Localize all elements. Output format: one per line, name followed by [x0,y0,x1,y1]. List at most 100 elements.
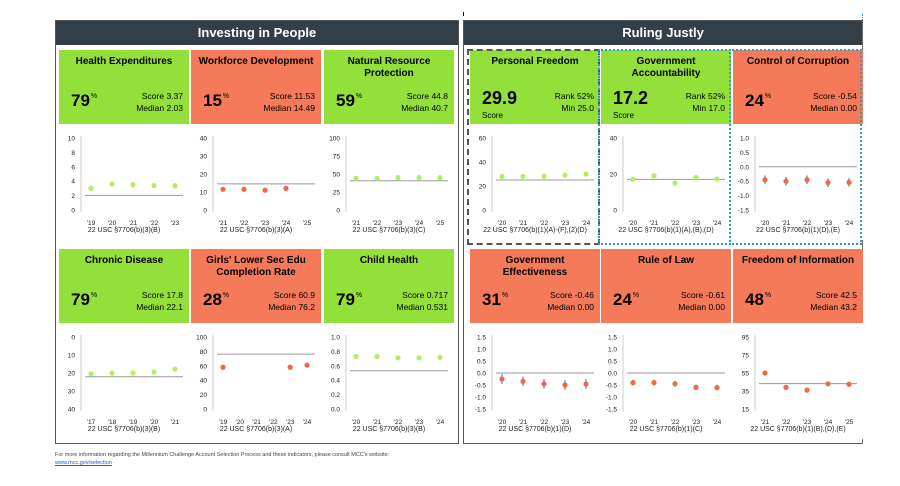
data-point [88,371,94,377]
percentile-number: 28 [203,290,222,309]
x-tick-label: '20 [761,220,770,227]
median-label: Median 0.00 [678,302,725,312]
percent-sign: % [222,292,230,299]
statute-citation: 22 USC §7706(b)(3)(A) [219,227,293,234]
data-point [374,353,380,360]
data-point [88,185,94,191]
card-header: Personal Freedom 29.9 Score Rank 52% Min 25.… [470,50,600,124]
section-title-ruling: Ruling Justly [464,21,862,45]
x-tick-label: '21 [171,419,180,426]
y-tick-label: 40 [200,378,208,385]
score-value: 17.2 [613,88,649,108]
x-tick-label: '24 [582,419,591,426]
y-tick-label: 0 [203,407,207,414]
x-tick-label: '21 [761,419,770,426]
card-header: Rule of Law 24% Score -0.61 Median 0.00 [601,249,731,323]
card-header: Child Health 79% Score 0.717 Median 0.531 [324,249,454,323]
x-tick-label: '22 [782,419,791,426]
x-tick-label: '21 [373,419,382,426]
statute-citation: 22 USC §7706(b)(3)(B) [87,227,161,234]
y-tick-label: 55 [742,371,750,378]
indicator-card: Personal Freedom 29.9 Score Rank 52% Min 25.… [470,50,600,240]
data-point [416,175,422,181]
y-tick-label: 20 [479,184,487,191]
percent-sign: % [501,292,509,299]
data-point [630,380,636,386]
percentile-value: 24% [745,91,771,111]
score-label: Score -0.46 [550,290,594,300]
indicator-title: Girls' Lower Sec Edu Completion Rate [206,255,306,278]
x-tick-label: '21 [219,220,228,227]
y-tick-label: 1.0 [608,347,617,354]
y-tick-label: 1.0 [331,335,340,342]
x-tick-label: '22 [240,220,249,227]
x-tick-label: '23 [692,419,701,426]
trend-chart: 0 10 20 30 40 '21 '22 '23 '24 '25 [200,136,315,227]
x-tick-label: '17 [87,419,96,426]
data-point [172,366,178,372]
score-label: Score 11.53 [269,91,315,101]
y-tick-label: 0.0 [608,371,617,378]
x-tick-label: '23 [824,220,833,227]
median-label: Median 22.1 [136,302,183,312]
data-point [541,381,547,387]
x-tick-label: '21 [519,419,528,426]
score-median-block: Rank 52% Min 25.0 [555,90,594,114]
footer-link[interactable]: www.mcc.gov/selection [55,460,112,466]
data-point [353,353,359,360]
corner-tick [463,12,464,16]
card-header: Chronic Disease 79% Score 17.8 Median 22.1 [59,249,189,323]
y-tick-label: 25 [333,190,341,197]
trend-chart: 95 75 55 35 15 '21 '22 '23 '24 '25 [742,335,857,426]
y-tick-label: -0.5 [606,383,618,390]
data-point [804,177,810,183]
statute-citation: 22 USC §7706(b)(1)(C) [629,426,703,433]
x-tick-label: '23 [561,220,570,227]
data-point [374,175,380,181]
x-tick-label: '23 [261,220,270,227]
score-median-block: Score 42.5 Median 43.2 [810,289,857,313]
x-tick-label: '21 [650,419,659,426]
y-tick-label: 0 [613,208,617,215]
trend-chart: 0.0 0.2 0.4 0.6 0.8 1.0 '20 '21 '22 '23 '24 [331,335,448,426]
y-tick-label: 10 [68,353,76,360]
indicator-card: Chronic Disease 79% Score 17.8 Median 22.1 0… [59,249,189,439]
percentile-number: 48 [745,290,764,309]
indicator-card: Child Health 79% Score 0.717 Median 0.531 0.… [324,249,454,439]
y-tick-label: 4 [71,179,75,186]
data-point [395,175,401,181]
y-tick-label: 6 [71,164,75,171]
score-median-block: Score -0.54 Median 0.00 [810,90,857,114]
x-tick-label: '20 [108,220,117,227]
data-point [499,376,505,382]
y-tick-label: 0.5 [608,359,617,366]
percentile-number: 31 [482,290,501,309]
indicator-card: Rule of Law 24% Score -0.61 Median 0.00 1.5 1… [601,249,731,439]
data-point [287,364,293,370]
x-tick-label: '24 [303,419,312,426]
y-tick-label: 95 [742,335,750,342]
data-point [562,382,568,388]
x-tick-label: '20 [629,419,638,426]
y-tick-label: 35 [742,389,750,396]
y-tick-label: 60 [200,363,208,370]
x-tick-label: '22 [394,419,403,426]
y-tick-label: 0.5 [477,359,486,366]
percentile-number: 79 [336,290,355,309]
card-header: Girls' Lower Sec Edu Completion Rate 28% S… [191,249,321,323]
percentile-value: 15% [203,91,229,111]
data-point [762,370,768,376]
trend-chart: 0 20 40 60 80 100 '19 '20 '21 '22 '23 '24 [196,335,315,426]
percentile-number: 79 [71,290,90,309]
y-tick-label: 20 [68,371,76,378]
x-tick-label: '21 [352,220,361,227]
percentile-value: 79% [336,290,362,310]
x-tick-label: '22 [671,419,680,426]
score-median-block: Score 11.53 Median 14.49 [263,90,315,114]
indicator-title: Rule of Law [637,255,695,266]
footer-text: For more information regarding the Mille… [55,452,390,458]
y-tick-label: 75 [742,353,750,360]
score-median-block: Score 60.9 Median 76.2 [268,289,315,313]
data-point [541,173,547,179]
data-point [651,380,657,386]
